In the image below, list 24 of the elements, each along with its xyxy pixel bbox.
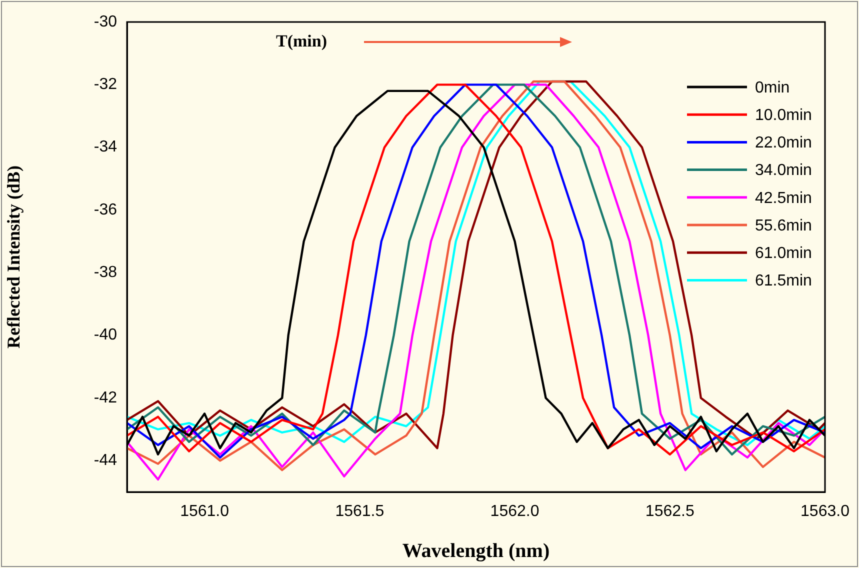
y-tick-label: -40 <box>94 326 118 344</box>
legend-label: 61.0min <box>755 245 812 262</box>
x-tick-label: 1563.0 <box>800 503 850 520</box>
x-tick-label: 1562.0 <box>490 503 540 520</box>
legend-label: 42.5min <box>755 190 812 207</box>
y-tick-label: -34 <box>94 138 118 156</box>
y-tick-label: -44 <box>94 452 118 470</box>
legend-label: 10.0min <box>755 107 812 124</box>
y-axis-title: Reflected Intensity (dB) <box>3 166 24 348</box>
x-tick-label: 1561.5 <box>335 503 384 520</box>
legend-label: 34.0min <box>755 162 812 180</box>
y-tick-label: -32 <box>94 76 118 94</box>
legend-label: 0min <box>755 79 790 96</box>
x-tick-label: 1562.5 <box>645 503 694 520</box>
legend-label: 61.5min <box>755 272 812 290</box>
y-tick-label: -38 <box>94 264 118 282</box>
legend-label: 22.0min <box>755 134 812 152</box>
y-tick-label: -42 <box>94 389 118 406</box>
x-tick-label: 1561.0 <box>180 503 230 520</box>
y-tick-label: -30 <box>94 13 118 30</box>
y-tick-label: -36 <box>94 201 118 218</box>
legend-label: 55.6min <box>755 217 812 234</box>
annotation: T(min) <box>276 31 327 50</box>
x-axis-title: Wavelength (nm) <box>402 540 550 562</box>
